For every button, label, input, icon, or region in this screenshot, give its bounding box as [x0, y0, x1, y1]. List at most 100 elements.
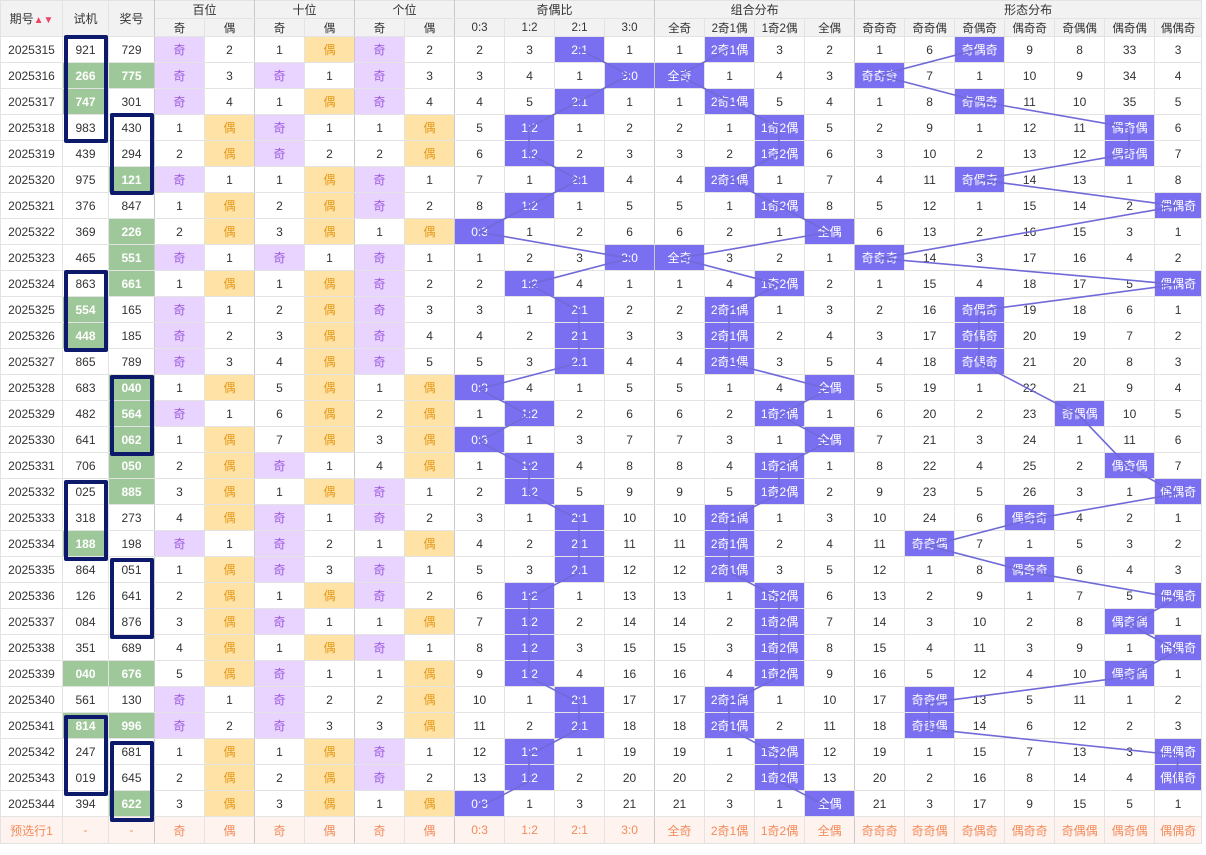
prediction-option-cell[interactable]: 偶奇偶 [1104, 816, 1156, 844]
combo-cell: 1 [804, 244, 856, 271]
ratio-header: 2:1 [554, 18, 606, 37]
prediction-option-cell[interactable]: 奇 [254, 816, 306, 844]
prediction-option-cell[interactable]: 奇偶奇 [954, 816, 1006, 844]
shape-cell: 24 [904, 504, 956, 531]
sort-arrows-icon[interactable]: ▲▼ [33, 15, 54, 26]
shape-cell: 5 [954, 478, 1006, 505]
hundreds-odd-cell: 奇 [154, 296, 205, 323]
hundreds-even-cell: 偶 [203, 140, 256, 167]
units-odd-cell: 奇 [354, 556, 406, 583]
prediction-option-cell[interactable]: 2奇1偶 [704, 816, 756, 844]
combo-cell: 2 [704, 140, 756, 167]
period-cell: 2025334 [0, 530, 63, 557]
hundreds-odd-cell: 奇 [154, 322, 205, 349]
prediction-option-cell[interactable]: 奇 [154, 816, 205, 844]
ratio-cell: 1 [554, 374, 606, 401]
prize-number-cell: 622 [108, 790, 155, 817]
tens-odd-cell: 奇 [254, 62, 306, 89]
period-cell: 2025330 [0, 426, 63, 453]
shape-cell: 奇奇偶 [904, 686, 956, 713]
shape-cell: 奇偶奇 [954, 88, 1006, 115]
shape-cell: 8 [1004, 764, 1056, 791]
shape-cell: 20 [1054, 348, 1106, 375]
combo-cell: 1奇2偶 [754, 192, 806, 219]
prediction-option-cell[interactable]: 1:2 [504, 816, 556, 844]
hundreds-even-cell: 4 [203, 88, 256, 115]
combo-cell: 3 [754, 36, 806, 63]
ratio-cell: 1 [554, 582, 606, 609]
shape-cell: 13 [954, 686, 1006, 713]
ratio-cell: 1:2 [504, 608, 556, 635]
prediction-option-cell[interactable]: 偶偶奇 [1154, 816, 1203, 844]
prediction-option-cell[interactable]: 奇 [354, 816, 406, 844]
ratio-cell: 8 [604, 452, 656, 479]
tens-even-cell: 偶 [304, 738, 356, 765]
combo-cell: 8 [804, 192, 856, 219]
prediction-test-cell: - [62, 816, 109, 844]
hundreds-even-cell: 3 [203, 62, 256, 89]
units-odd-cell: 奇 [354, 322, 406, 349]
combo-cell: 2 [654, 296, 706, 323]
ratio-cell: 8 [454, 192, 506, 219]
combo-cell: 3 [804, 296, 856, 323]
prediction-option-cell[interactable]: 偶 [203, 816, 256, 844]
prediction-row[interactable]: 预选行1- - 奇偶奇偶奇偶 0:3 1:2 2:1 3:0 全奇 2奇1偶 1奇2偶 全偶 奇奇奇奇… [0, 816, 1203, 844]
tens-odd-cell: 1 [254, 478, 306, 505]
prediction-option-cell[interactable]: 偶奇奇 [1004, 816, 1056, 844]
prediction-option-cell[interactable]: 奇奇奇 [854, 816, 906, 844]
shape-cell: 9 [1054, 62, 1106, 89]
prediction-option-cell[interactable]: 全偶 [804, 816, 856, 844]
ratio-cell: 4 [504, 374, 556, 401]
hundreds-even-cell: 1 [203, 686, 256, 713]
shape-cell: 3 [1104, 530, 1156, 557]
prediction-option-cell[interactable]: 全奇 [654, 816, 706, 844]
shape-cell: 3 [904, 790, 956, 817]
table-row: 2025321 376 847 1 偶 2 偶奇 2 8 1:2 1 5 5 1 1奇2偶 8 5 12 1 15 14… [0, 192, 1203, 219]
units-odd-cell: 奇 [354, 166, 406, 193]
shape-cell: 9 [954, 582, 1006, 609]
prediction-option-cell[interactable]: 0:3 [454, 816, 506, 844]
prediction-option-cell[interactable]: 奇奇偶 [904, 816, 956, 844]
prediction-option-cell[interactable]: 偶 [304, 816, 356, 844]
header-period[interactable]: 期号▲▼ [0, 0, 63, 37]
tens-odd-cell: 1 [254, 166, 306, 193]
ratio-cell: 2 [504, 712, 556, 739]
units-even-cell: 1 [404, 634, 456, 661]
ratio-cell: 1:2 [504, 764, 556, 791]
prediction-option-cell[interactable]: 奇偶偶 [1054, 816, 1106, 844]
ratio-cell: 2:1 [554, 166, 606, 193]
prediction-option-cell[interactable]: 1奇2偶 [754, 816, 806, 844]
tens-even-cell: 3 [304, 556, 356, 583]
shape-header: 奇奇奇 [854, 18, 906, 37]
period-cell: 2025320 [0, 166, 63, 193]
combo-cell: 3 [704, 244, 756, 271]
ratio-cell: 3 [604, 140, 656, 167]
header-prize: 奖号 [108, 0, 155, 37]
shape-cell: 12 [854, 556, 906, 583]
hundreds-even-cell: 偶 [203, 426, 256, 453]
units-even-cell: 4 [404, 322, 456, 349]
shape-cell: 偶奇偶 [1104, 452, 1156, 479]
prediction-option-cell[interactable]: 3:0 [604, 816, 656, 844]
prize-number-cell: 681 [108, 738, 155, 765]
shape-cell: 2 [1004, 608, 1056, 635]
units-odd-cell: 1 [354, 530, 406, 557]
tens-odd-cell: 奇 [254, 140, 306, 167]
prize-number-cell: 130 [108, 686, 155, 713]
tens-odd-cell: 1 [254, 582, 306, 609]
hundreds-even-cell: 偶 [203, 270, 256, 297]
prize-number-cell: 775 [108, 62, 155, 89]
shape-cell: 9 [854, 478, 906, 505]
prediction-option-cell[interactable]: 2:1 [554, 816, 606, 844]
combo-cell: 1 [754, 686, 806, 713]
hundreds-odd-cell: 3 [154, 478, 205, 505]
shape-cell: 6 [1104, 296, 1156, 323]
combo-cell: 2 [804, 478, 856, 505]
prediction-option-cell[interactable]: 偶 [404, 816, 456, 844]
ratio-cell: 6 [604, 218, 656, 245]
shape-cell: 10 [1054, 88, 1106, 115]
shape-cell: 10 [904, 140, 956, 167]
hundreds-odd-cell: 4 [154, 504, 205, 531]
table-row: 2025319 439 294 2 偶奇 2 2 偶 6 1:2 2 3 3 2 1奇2偶 6 3 10 2 13 12… [0, 140, 1203, 167]
ratio-cell: 3 [454, 296, 506, 323]
